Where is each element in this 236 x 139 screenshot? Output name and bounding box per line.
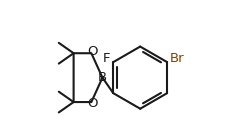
Text: B: B [98,71,107,84]
Text: F: F [102,52,110,64]
Text: O: O [87,45,98,58]
Text: Br: Br [169,52,184,64]
Text: O: O [87,97,98,110]
